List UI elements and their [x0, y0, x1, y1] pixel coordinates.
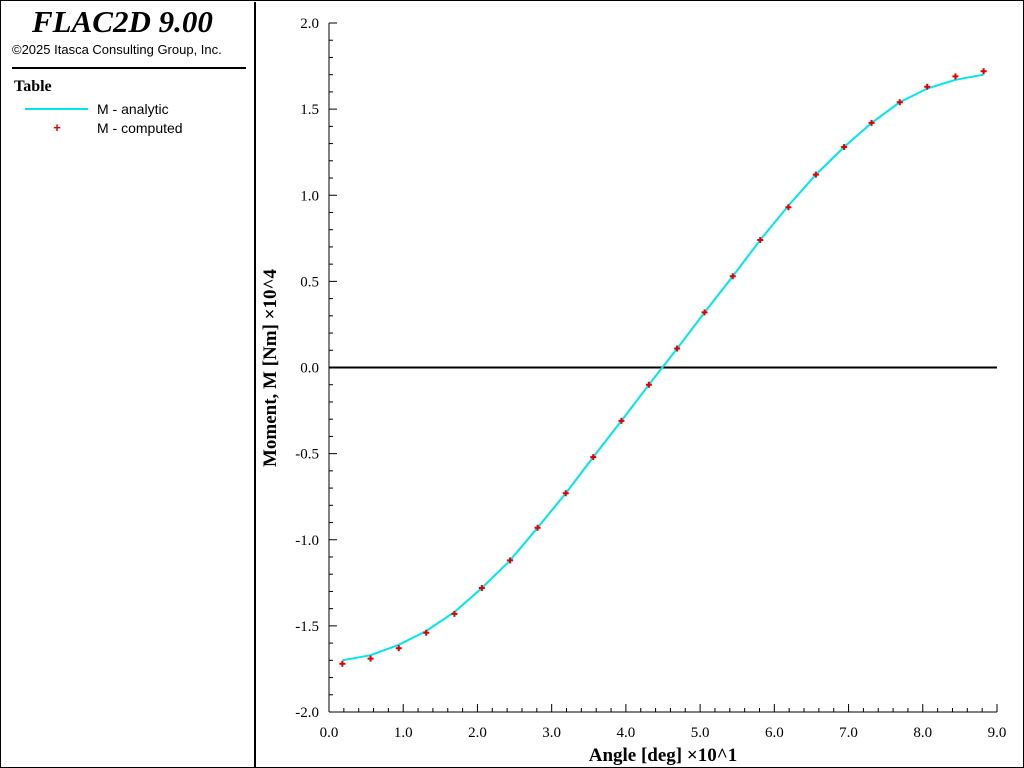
y-tick-label: 2.0: [300, 16, 319, 32]
title-divider: [12, 67, 246, 69]
data-point-computed: [590, 454, 597, 461]
series-line-analytic: [342, 73, 984, 662]
data-point-computed: [785, 204, 792, 211]
x-tick-label: 5.0: [691, 725, 710, 741]
legend-heading: Table: [14, 78, 52, 95]
legend-label: M - analytic: [97, 101, 169, 117]
x-tick-label: 2.0: [468, 725, 487, 741]
legend-plus-marker-icon: +: [53, 120, 61, 135]
data-point-computed: [952, 73, 959, 80]
app-title: FLAC2D 9.00: [32, 4, 213, 39]
x-tick-label: 0.0: [320, 725, 339, 741]
data-point-computed: [562, 490, 569, 497]
data-point-computed: [674, 345, 681, 352]
x-tick-label: 8.0: [913, 725, 932, 741]
y-tick-label: 1.0: [300, 188, 319, 204]
data-point-computed: [507, 557, 514, 564]
x-tick-label: 1.0: [394, 725, 413, 741]
data-point-computed: [812, 171, 819, 178]
data-point-computed: [339, 660, 346, 667]
x-tick-label: 7.0: [839, 725, 858, 741]
data-point-computed: [701, 309, 708, 316]
data-point-computed: [757, 237, 764, 244]
data-point-computed: [618, 417, 625, 424]
x-axis-title: Angle [deg] ×10^1: [589, 745, 738, 766]
x-tick-label: 9.0: [988, 725, 1007, 741]
y-tick-label: -2.0: [295, 705, 319, 721]
data-point-computed: [980, 68, 987, 75]
data-point-computed: [729, 273, 736, 280]
data-point-computed: [896, 99, 903, 106]
y-tick-label: 1.5: [300, 102, 319, 118]
data-point-computed: [841, 144, 848, 151]
data-point-computed: [868, 119, 875, 126]
data-point-computed: [423, 629, 430, 636]
legend-panel: FLAC2D 9.00 ©2025 Itasca Consulting Grou…: [2, 2, 256, 767]
legend-item-analytic: M - analytic: [2, 100, 242, 118]
data-point-computed: [645, 381, 652, 388]
copyright-text: ©2025 Itasca Consulting Group, Inc.: [12, 42, 222, 57]
data-point-computed: [367, 655, 374, 662]
data-point-computed: [534, 524, 541, 531]
y-tick-label: -1.0: [295, 533, 319, 549]
y-tick-label: -0.5: [295, 447, 319, 463]
y-tick-label: -1.5: [295, 619, 319, 635]
x-tick-label: 3.0: [542, 725, 561, 741]
x-tick-label: 6.0: [765, 725, 784, 741]
legend-label: M - computed: [97, 120, 183, 136]
x-tick-label: 4.0: [617, 725, 636, 741]
data-point-computed: [478, 584, 485, 591]
y-tick-label: 0.5: [300, 274, 319, 290]
legend-item-computed: + M - computed: [2, 119, 242, 137]
y-axis-title: Moment, M [Nm] ×10^4: [260, 268, 281, 467]
data-point-computed: [924, 83, 931, 90]
data-point-computed: [395, 645, 402, 652]
data-point-computed: [451, 610, 458, 617]
legend-line-swatch: [25, 108, 88, 110]
y-tick-label: 0.0: [300, 361, 319, 377]
